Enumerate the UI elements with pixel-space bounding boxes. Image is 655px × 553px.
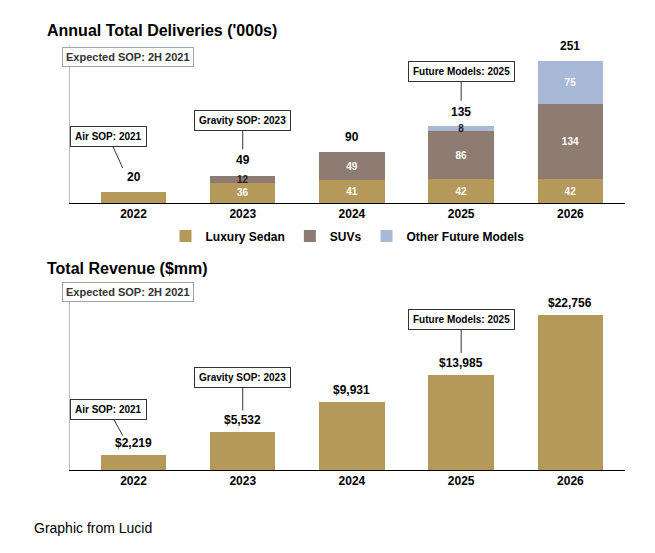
svg-text:251: 251 xyxy=(560,39,580,53)
svg-text:Annual Total Deliveries ('000s: Annual Total Deliveries ('000s) xyxy=(47,22,277,39)
svg-text:$2,219: $2,219 xyxy=(115,436,152,450)
svg-text:$13,985: $13,985 xyxy=(439,356,483,370)
svg-text:$22,756: $22,756 xyxy=(548,296,592,310)
svg-text:Future Models: 2025: Future Models: 2025 xyxy=(413,314,510,325)
svg-text:90: 90 xyxy=(345,130,359,144)
svg-text:Luxury Sedan: Luxury Sedan xyxy=(206,230,285,244)
svg-text:Gravity SOP: 2023: Gravity SOP: 2023 xyxy=(199,115,286,126)
svg-text:2024: 2024 xyxy=(339,474,366,488)
svg-text:2024: 2024 xyxy=(339,207,366,221)
svg-text:2025: 2025 xyxy=(448,474,475,488)
svg-text:Air SOP: 2021: Air SOP: 2021 xyxy=(75,404,142,415)
svg-text:49: 49 xyxy=(236,153,250,167)
svg-text:8: 8 xyxy=(458,123,464,134)
svg-text:49: 49 xyxy=(346,161,358,172)
svg-text:2022: 2022 xyxy=(120,474,147,488)
svg-text:Gravity SOP: 2023: Gravity SOP: 2023 xyxy=(199,372,286,383)
svg-text:2026: 2026 xyxy=(557,207,584,221)
svg-text:Expected SOP: 2H 2021: Expected SOP: 2H 2021 xyxy=(66,286,190,298)
svg-text:42: 42 xyxy=(455,186,467,197)
svg-text:2025: 2025 xyxy=(448,207,475,221)
svg-text:41: 41 xyxy=(346,186,358,197)
svg-text:Expected SOP: 2H 2021: Expected SOP: 2H 2021 xyxy=(66,51,190,63)
svg-text:2023: 2023 xyxy=(229,207,256,221)
svg-text:12: 12 xyxy=(237,174,249,185)
svg-text:134: 134 xyxy=(562,136,579,147)
svg-text:20: 20 xyxy=(127,170,141,184)
svg-text:Graphic from Lucid: Graphic from Lucid xyxy=(34,520,152,536)
svg-text:Total Revenue ($mm): Total Revenue ($mm) xyxy=(47,260,208,277)
svg-text:Other Future Models: Other Future Models xyxy=(407,230,525,244)
svg-text:75: 75 xyxy=(565,77,577,88)
svg-text:42: 42 xyxy=(565,186,577,197)
svg-text:SUVs: SUVs xyxy=(330,230,362,244)
svg-text:86: 86 xyxy=(455,150,467,161)
svg-text:2026: 2026 xyxy=(557,474,584,488)
svg-text:135: 135 xyxy=(451,105,471,119)
svg-text:2022: 2022 xyxy=(120,207,147,221)
svg-text:Air SOP: 2021: Air SOP: 2021 xyxy=(75,131,142,142)
svg-text:36: 36 xyxy=(237,187,249,198)
svg-text:Future Models: 2025: Future Models: 2025 xyxy=(413,66,510,77)
svg-text:$5,532: $5,532 xyxy=(224,413,261,427)
svg-text:2023: 2023 xyxy=(229,474,256,488)
svg-text:$9,931: $9,931 xyxy=(333,383,370,397)
